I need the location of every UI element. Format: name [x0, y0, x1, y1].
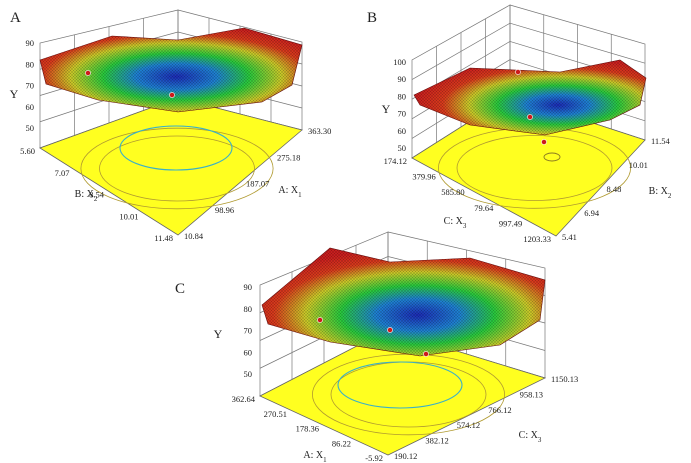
panel-b-design-point — [515, 69, 521, 75]
panel-c: C 90 80 70 60 50 Y 190.12 382.12 574.12 766.12 958.… — [175, 231, 578, 463]
panel-a-z-tick-label: 80 — [26, 59, 35, 69]
panel-b-z-tick-label: 70 — [398, 109, 407, 119]
panel-a-z-tick-label: 60 — [26, 102, 35, 112]
panel-b-axis-title-2: B: X2 — [649, 186, 672, 200]
panel-c-tick-label: 178.36 — [296, 424, 319, 434]
panel-c-z-tick-label: 50 — [244, 369, 253, 379]
panel-b-z-tick-label: 100 — [393, 57, 406, 67]
panel-c-tick-label: 958.13 — [520, 389, 543, 399]
panel-c-contour-floor — [259, 329, 547, 456]
panel-a-tick-label: 7.07 — [55, 168, 70, 178]
panel-c-axis-title-2: C: X3 — [519, 430, 542, 444]
panel-c-tick-label: 270.51 — [264, 409, 287, 419]
panel-c-z-tick-label: 60 — [244, 347, 253, 357]
panel-a-tick-label: 187.07 — [246, 179, 269, 189]
panel-b-tick-label: 585.80 — [441, 187, 464, 197]
panel-b-tick-label: 8.48 — [607, 184, 622, 194]
panel-c-z-tick-label: 80 — [244, 304, 253, 314]
panel-c-tick-label: 574.12 — [457, 420, 480, 430]
panel-a-tick-label: 10.84 — [184, 231, 204, 241]
panel-b-contour-ring — [543, 152, 561, 162]
panel-b: B 100 90 80 70 60 50 Y 5.41 6.94 8.48 10.01 11.54 174… — [367, 4, 672, 244]
panel-b-z-axis-title: Y — [382, 102, 391, 116]
panel-a-contour-line — [80, 127, 274, 210]
panel-b-z-tick-label: 80 — [398, 91, 407, 101]
panel-c-tick-label: 86.22 — [332, 438, 351, 448]
panel-a-z-tick-label: 50 — [26, 123, 35, 133]
panel-b-tick-label: 5.41 — [562, 232, 577, 242]
panel-c-design-point — [317, 317, 323, 323]
panel-c-z-axis-title: Y — [214, 327, 223, 341]
panel-a-axis-title-1: A: X1 — [278, 185, 302, 199]
panel-b-design-point — [527, 114, 533, 120]
panel-a-contours — [80, 125, 274, 210]
panel-c-tick-label: 1150.13 — [551, 374, 578, 384]
panel-b-tick-label: 79.64 — [474, 203, 494, 213]
panel-b-tick-label: 6.94 — [584, 208, 600, 218]
panel-a-contour-line — [99, 135, 255, 202]
panel-a-tick-label: 98.96 — [215, 205, 234, 215]
panel-a-letter: A — [10, 10, 21, 26]
panel-a-tick-label: 5.60 — [20, 146, 35, 156]
panel-a-axis-title-2: B: X2 — [75, 189, 98, 203]
panel-b-contour-line — [456, 135, 613, 201]
panel-c-design-point — [423, 351, 429, 357]
panel-a-tick-label: 10.01 — [119, 211, 138, 221]
panel-a-z-axis-title: Y — [10, 87, 19, 101]
panel-c-tick-label: 382.12 — [425, 436, 448, 446]
panel-b-tick-label: 379.96 — [412, 172, 435, 182]
panel-a-tick-label: 11.48 — [154, 233, 173, 243]
panel-c-tick-label: 190.12 — [394, 451, 417, 461]
panel-a-z-tick-label: 90 — [26, 38, 35, 48]
panel-a-tick-label: 8.54 — [89, 190, 105, 200]
panel-c-contour-ring — [337, 361, 463, 409]
panel-b-design-point — [541, 139, 547, 145]
panel-b-z-tick-label: 50 — [398, 143, 407, 153]
panel-a: A 90 80 70 60 50 Y 10.84 98.96 187.07 275.18 363.30… — [10, 9, 331, 243]
panel-a-tick-label: 363.30 — [308, 126, 331, 136]
panel-a-contour-ring — [119, 125, 233, 171]
panel-c-surface-mesh — [262, 248, 545, 356]
panel-c-tick-label: 766.12 — [488, 405, 511, 415]
panel-c-z-tick-label: 70 — [244, 326, 253, 336]
panel-b-letter: B — [367, 10, 377, 26]
panel-b-tick-label: 174.12 — [384, 156, 407, 166]
panel-b-tick-label: 997.49 — [499, 218, 522, 228]
panel-c-axis-title-1: A: X1 — [303, 450, 327, 463]
panel-a-design-point — [169, 92, 175, 98]
panel-a-z-tick-label: 70 — [26, 81, 35, 91]
panel-a-design-point — [85, 70, 91, 76]
panel-c-tick-label: 362.64 — [232, 394, 256, 404]
panel-b-z-tick-label: 60 — [398, 126, 407, 136]
panel-c-design-point — [387, 327, 393, 333]
panel-a-surface-mesh — [40, 28, 302, 112]
panel-c-z-tick-label: 90 — [244, 282, 253, 292]
panel-c-tick-label: -5.92 — [365, 453, 383, 463]
panel-b-tick-label: 10.01 — [629, 160, 648, 170]
panel-b-tick-label: 1203.33 — [523, 234, 551, 244]
panel-b-z-tick-label: 90 — [398, 74, 407, 84]
panel-c-letter: C — [175, 281, 185, 297]
panel-b-tick-label: 11.54 — [651, 136, 671, 146]
panel-b-axis-title-1: C: X3 — [444, 216, 467, 230]
panel-b-surface-mesh — [414, 60, 646, 135]
panel-a-tick-label: 275.18 — [277, 152, 300, 162]
panel-a-contour-floor — [39, 97, 303, 236]
